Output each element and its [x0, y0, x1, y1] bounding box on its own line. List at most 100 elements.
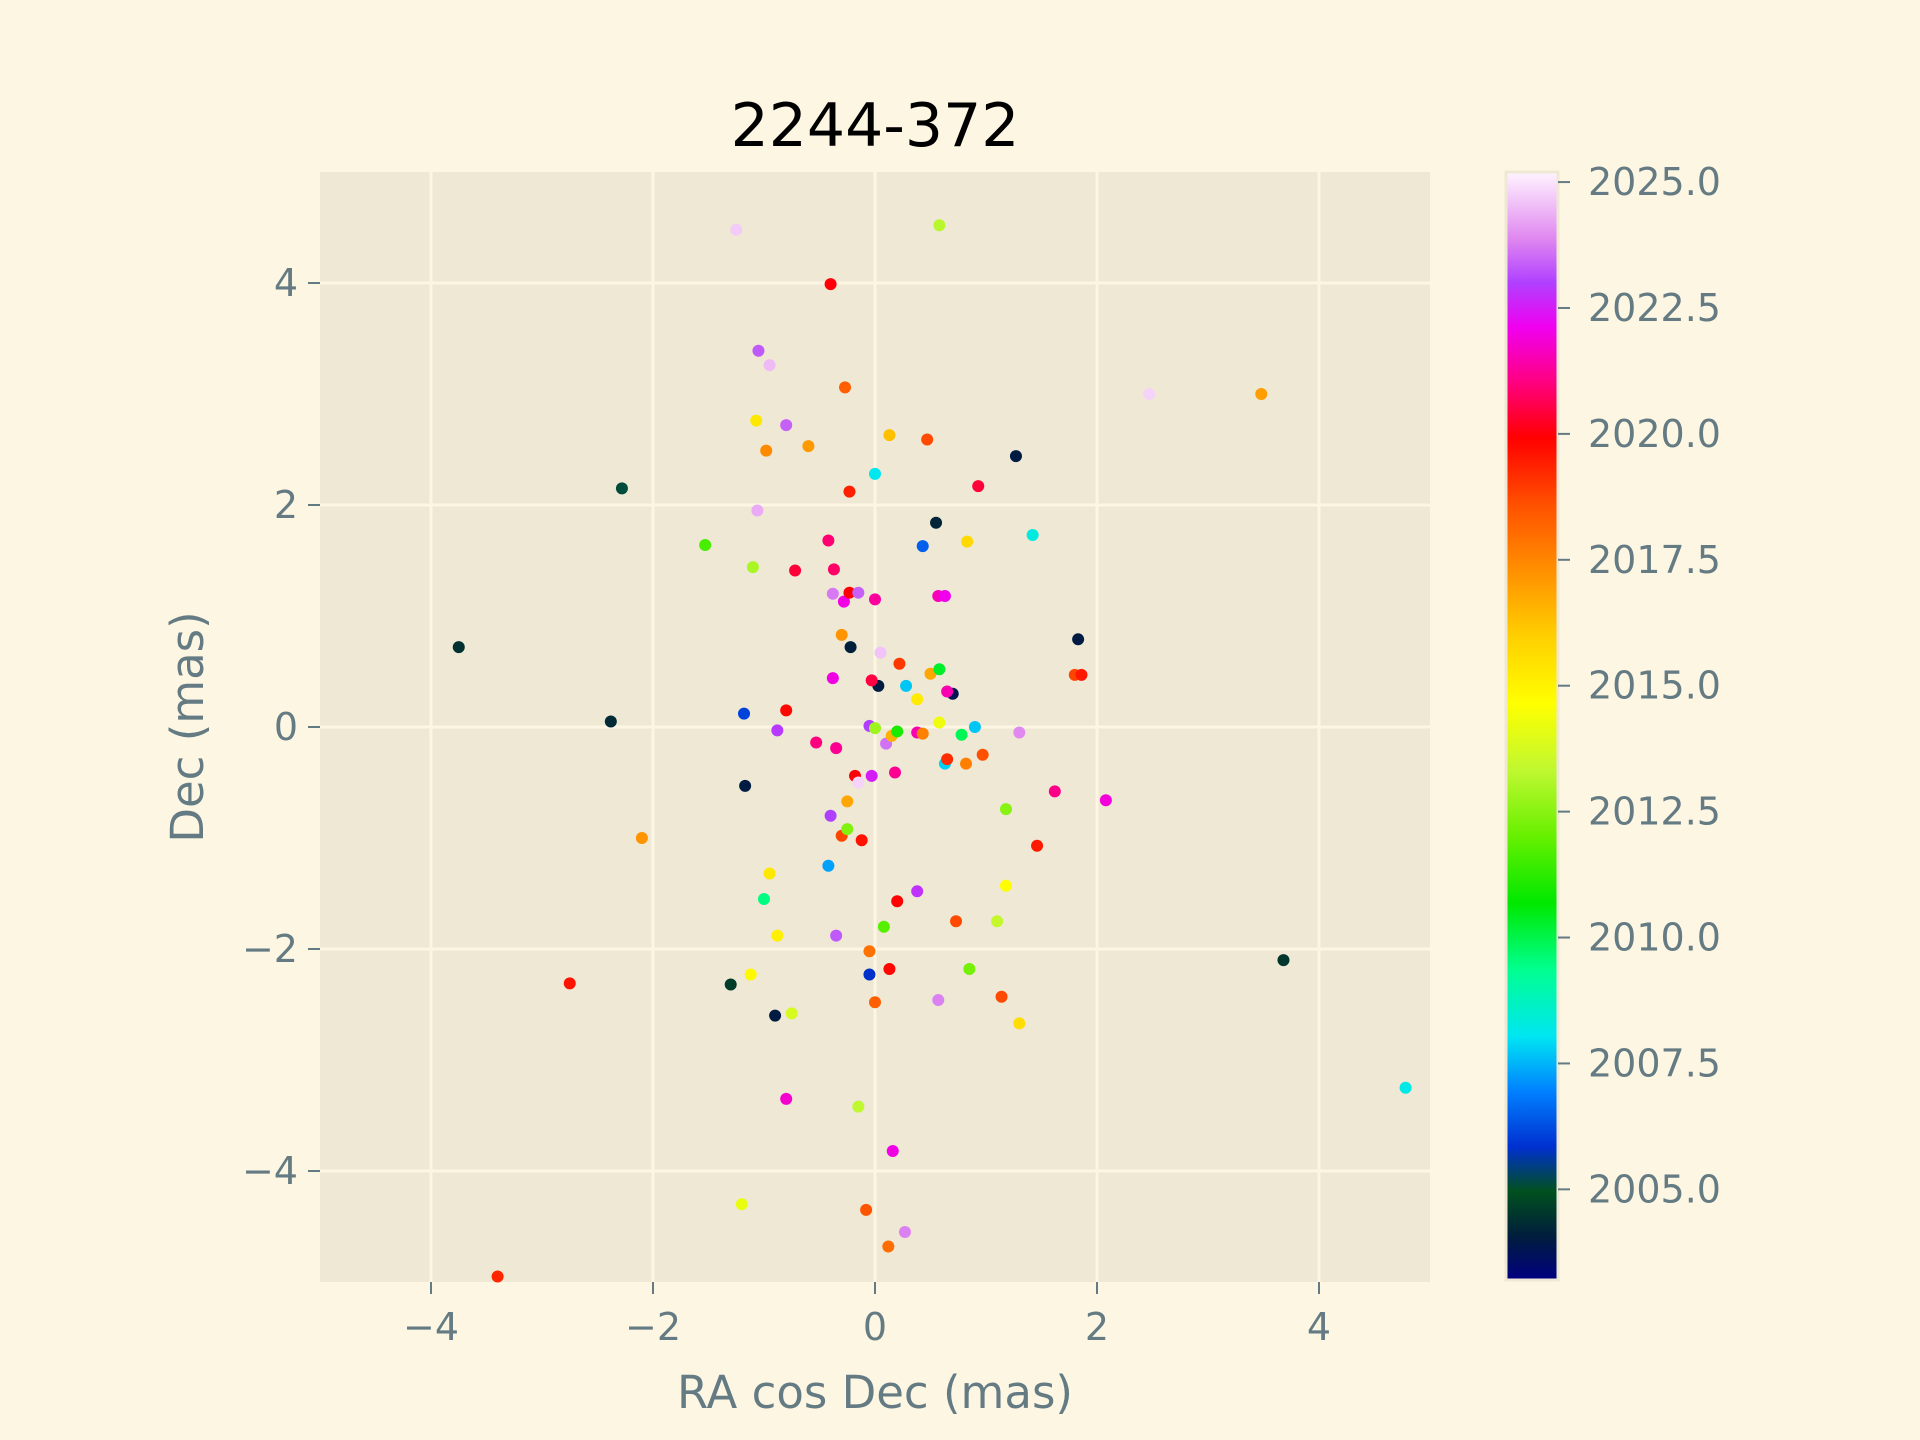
- data-point: [888, 766, 901, 779]
- data-point: [738, 707, 751, 720]
- data-point: [916, 540, 929, 553]
- data-point: [824, 809, 837, 822]
- data-point: [780, 704, 793, 717]
- data-point: [883, 962, 896, 975]
- data-point: [1013, 726, 1026, 739]
- data-point: [752, 344, 765, 357]
- data-point: [843, 485, 856, 498]
- data-point: [604, 715, 617, 728]
- data-point: [771, 724, 784, 737]
- data-point: [883, 429, 896, 442]
- data-point: [1026, 528, 1039, 541]
- x-tick-label: −4: [403, 1305, 459, 1349]
- colorbar-ticks: 2005.0 2007.5 2010.0 2012.5 2015.0 2017.5 2020…: [1558, 160, 1721, 1211]
- data-point: [750, 414, 763, 427]
- colorbar-tick-label: 2017.5: [1588, 538, 1721, 582]
- data-points: [452, 219, 1412, 1283]
- data-point: [968, 721, 981, 733]
- data-point: [960, 757, 973, 770]
- data-point: [933, 219, 946, 232]
- data-point: [863, 968, 876, 981]
- data-point: [844, 641, 857, 654]
- data-point: [863, 945, 876, 958]
- colorbar-tick-label: 2007.5: [1588, 1041, 1721, 1085]
- y-tick-label: −2: [242, 927, 298, 971]
- data-point: [769, 1009, 782, 1022]
- data-point: [933, 716, 946, 729]
- data-point: [763, 359, 776, 372]
- data-point: [855, 834, 868, 847]
- colorbar-tick-label: 2025.0: [1588, 160, 1721, 204]
- data-point: [826, 672, 839, 685]
- data-point: [972, 480, 985, 493]
- colorbar-tick-label: 2015.0: [1588, 664, 1721, 708]
- data-point: [824, 278, 837, 291]
- data-point: [724, 978, 737, 991]
- data-point: [843, 586, 856, 599]
- y-tick-label: 4: [274, 261, 298, 305]
- data-point: [491, 1270, 504, 1283]
- data-point: [869, 722, 881, 735]
- data-point: [835, 628, 848, 641]
- colorbar: 2005.0 2007.5 2010.0 2012.5 2015.0 2017.5 2020…: [1504, 160, 1721, 1282]
- data-point: [1013, 1017, 1026, 1030]
- chart-title: 2244-372: [731, 91, 1020, 161]
- y-axis-label: Dec (mas): [161, 611, 214, 842]
- data-point: [891, 895, 904, 908]
- data-point: [563, 977, 576, 990]
- data-point: [941, 685, 954, 698]
- data-point: [730, 223, 743, 236]
- data-point: [841, 823, 854, 836]
- data-point: [699, 538, 712, 551]
- data-point: [930, 516, 943, 529]
- data-point: [1031, 839, 1044, 852]
- colorbar-tick-label: 2005.0: [1588, 1167, 1721, 1211]
- data-point: [1399, 1081, 1412, 1094]
- data-point: [900, 679, 913, 692]
- colorbar-tick-label: 2010.0: [1588, 916, 1721, 960]
- data-point: [802, 440, 815, 453]
- data-point: [852, 776, 865, 789]
- data-point: [911, 693, 924, 706]
- x-tick-label: 0: [863, 1305, 887, 1349]
- data-point: [865, 674, 878, 687]
- colorbar-tick-label: 2012.5: [1588, 790, 1721, 834]
- data-point: [780, 419, 793, 432]
- data-point: [886, 1145, 899, 1158]
- colorbar-gradient: [1504, 170, 1560, 1282]
- data-point: [869, 467, 881, 480]
- data-point: [830, 929, 843, 942]
- y-tick-label: 0: [274, 705, 298, 749]
- data-point: [874, 646, 887, 659]
- data-point: [938, 590, 951, 603]
- data-point: [976, 748, 989, 761]
- data-point: [789, 564, 802, 577]
- data-point: [635, 832, 648, 844]
- data-point: [882, 1240, 895, 1253]
- colorbar-tick-label: 2022.5: [1588, 286, 1721, 330]
- data-point: [763, 867, 776, 880]
- data-point: [615, 482, 628, 495]
- x-tick-label: 2: [1085, 1305, 1109, 1349]
- data-point: [991, 915, 1004, 928]
- data-point: [941, 753, 954, 766]
- data-point: [1099, 794, 1112, 807]
- data-point: [771, 929, 784, 942]
- data-point: [860, 1203, 873, 1216]
- data-point: [760, 444, 773, 457]
- data-point: [744, 968, 757, 981]
- data-point: [932, 994, 945, 1007]
- data-point: [955, 728, 968, 741]
- data-point: [810, 736, 823, 749]
- data-point: [999, 803, 1012, 816]
- y-axis-ticks: −4 −2 0 2 4: [242, 261, 320, 1193]
- data-point: [1072, 633, 1085, 646]
- data-point: [735, 1198, 748, 1211]
- data-point: [739, 779, 752, 792]
- data-point: [963, 962, 976, 975]
- data-point: [877, 920, 890, 933]
- data-point: [891, 725, 904, 738]
- x-tick-label: 4: [1307, 1305, 1331, 1349]
- data-point: [751, 504, 764, 517]
